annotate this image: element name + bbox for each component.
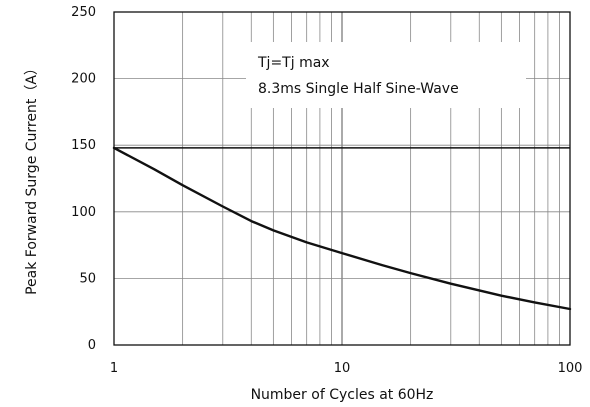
y-tick-label: 0 — [88, 338, 96, 353]
x-axis-title: Number of Cycles at 60Hz — [251, 387, 434, 403]
x-tick-label: 100 — [558, 361, 583, 376]
annotation-waveform: 8.3ms Single Half Sine-Wave — [258, 81, 459, 97]
x-tick-label: 10 — [334, 361, 351, 376]
x-tick-labels: 1 10 100 — [110, 361, 583, 376]
annotation-condition: Tj=Tj max — [257, 55, 330, 71]
plot-frame — [113, 11, 571, 346]
y-tick-label: 50 — [79, 271, 96, 286]
y-tick-label: 150 — [71, 138, 96, 153]
y-tick-labels: 0 50 100 150 200 250 — [71, 5, 96, 353]
y-axis-title: Peak Forward Surge Current（A） — [24, 61, 40, 295]
annotation-box — [246, 42, 526, 108]
y-tick-label: 200 — [71, 72, 96, 87]
x-tick-label: 1 — [110, 361, 118, 376]
y-tick-label: 250 — [71, 5, 96, 20]
y-tick-label: 100 — [71, 205, 96, 220]
series-line — [112, 146, 572, 311]
data-series — [112, 146, 572, 311]
